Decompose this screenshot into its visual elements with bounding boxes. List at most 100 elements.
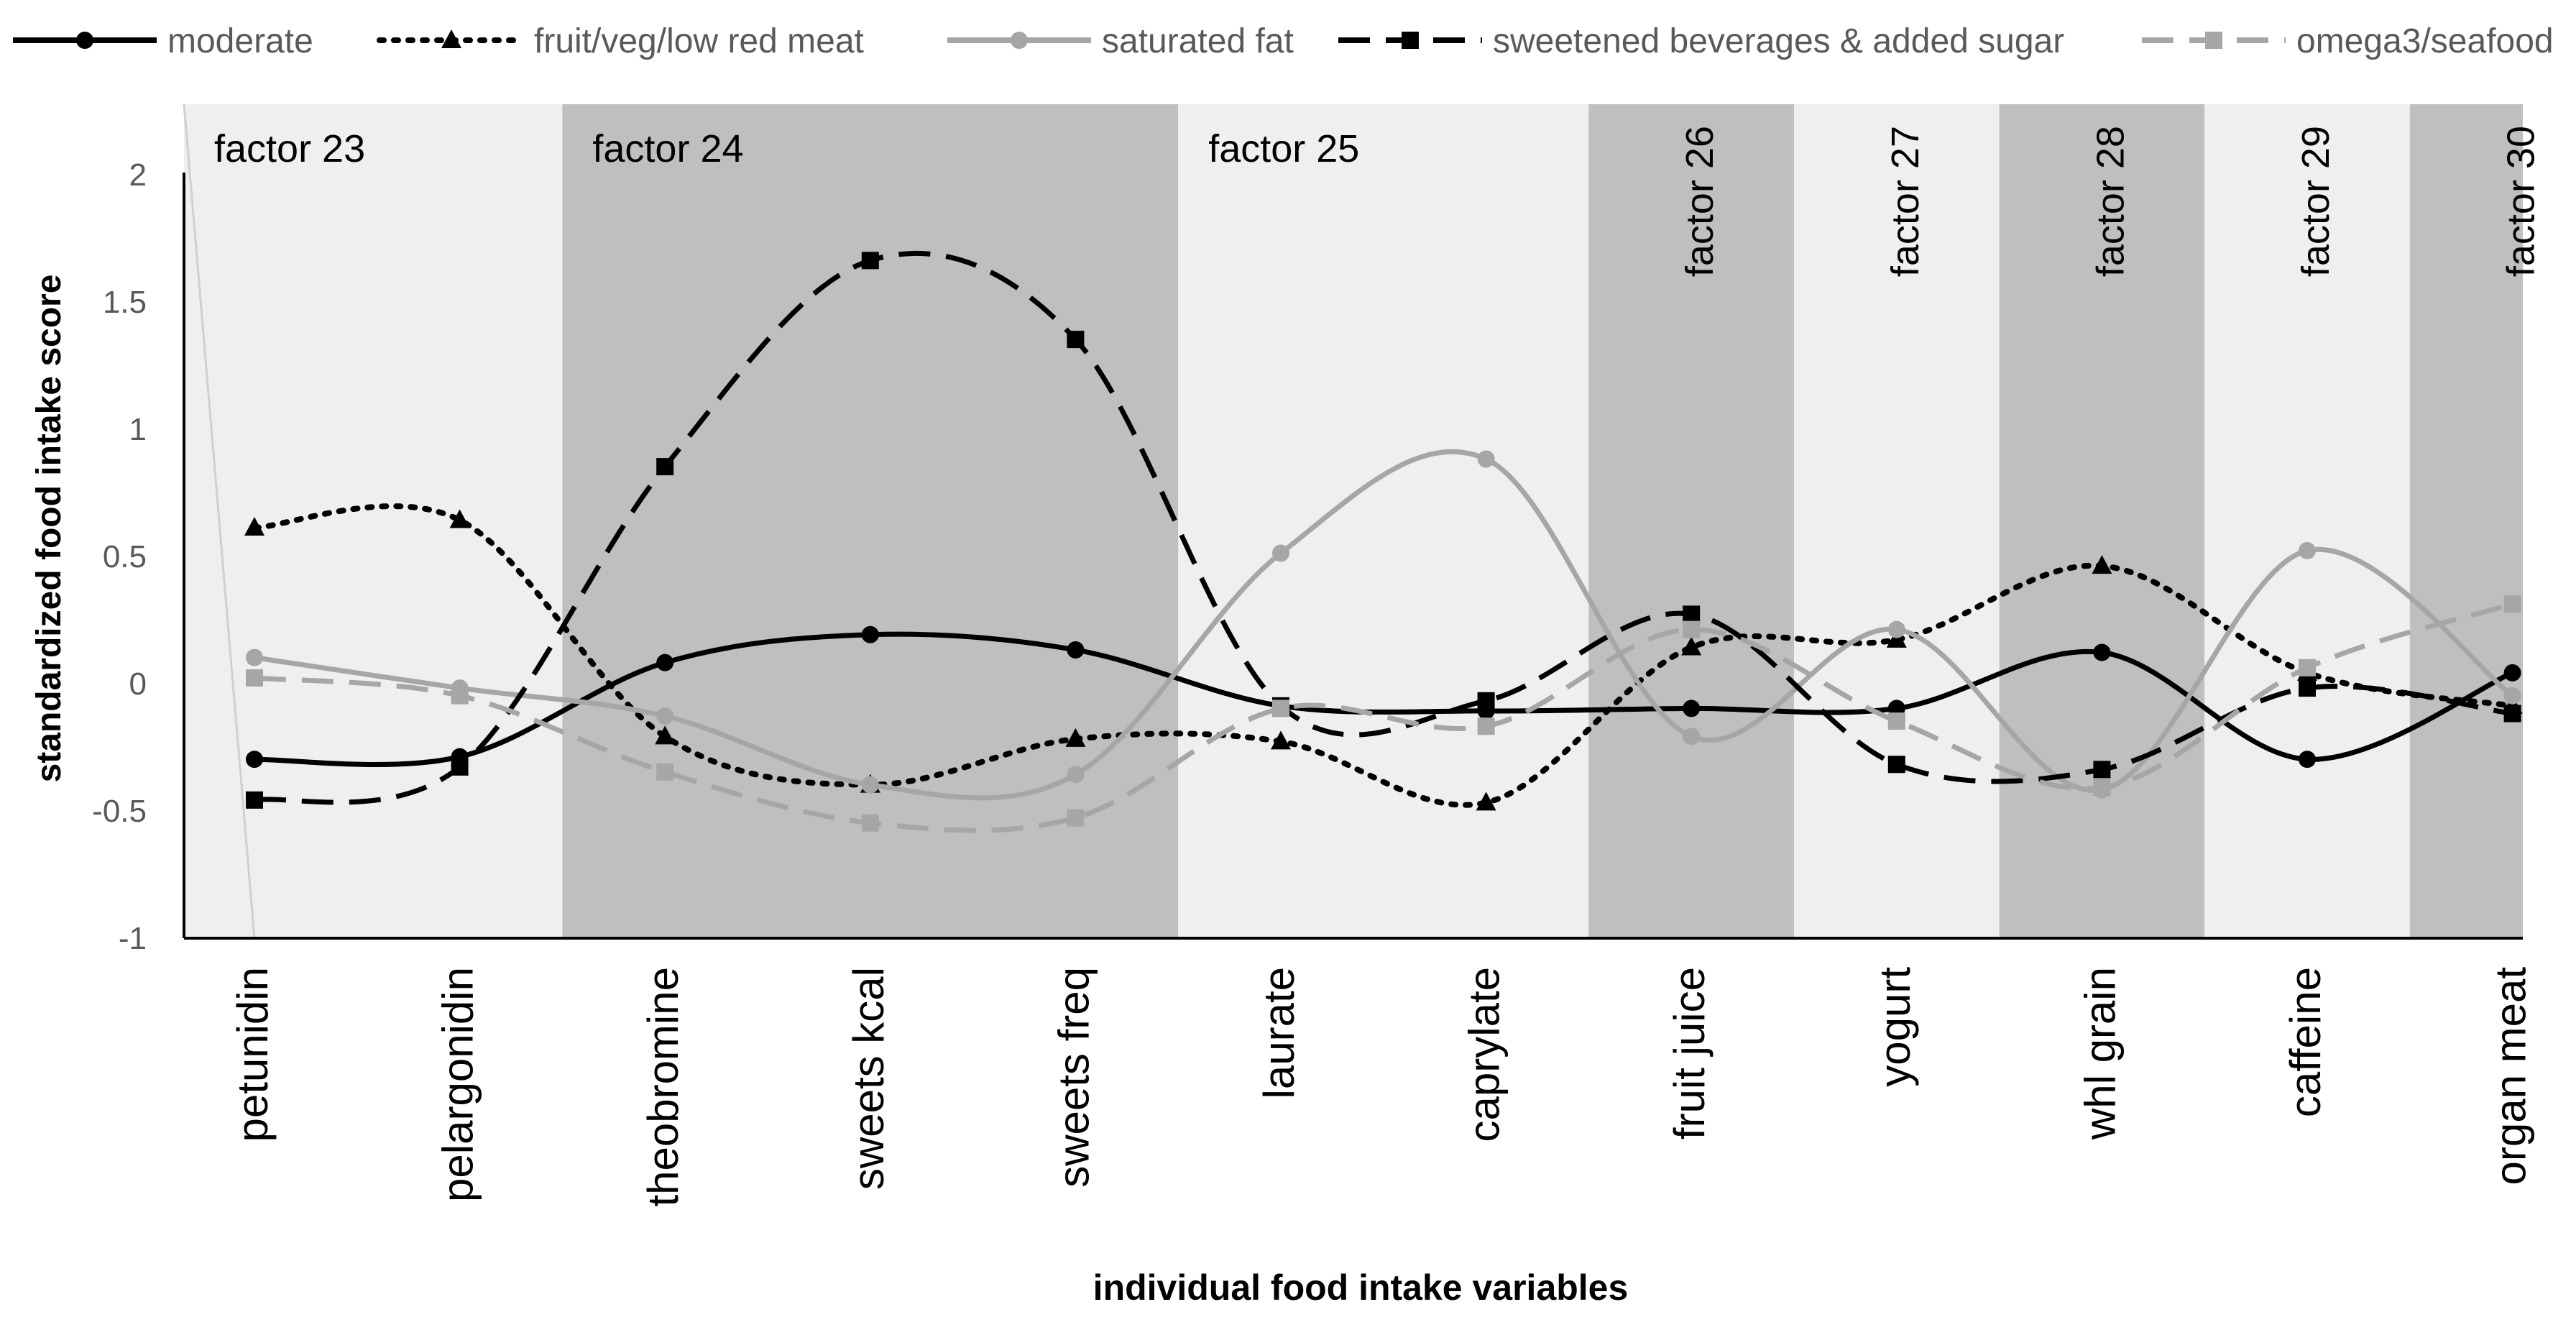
- factor-band-7: [2204, 104, 2410, 938]
- data-point: [655, 725, 676, 745]
- factor-label: factor 25: [1208, 127, 1359, 170]
- legend-label: omega3/seafood: [2296, 22, 2554, 60]
- data-point: [861, 814, 879, 832]
- data-point: [861, 776, 879, 794]
- legend-item: fruit/veg/low red meat: [377, 22, 864, 60]
- data-point: [246, 648, 263, 666]
- data-series: [244, 250, 2523, 833]
- series-5: [246, 595, 2521, 833]
- x-tick-label: caffeine: [2281, 967, 2329, 1117]
- series-line: [254, 601, 2513, 833]
- x-axis-title: individual food intake variables: [1093, 1267, 1629, 1308]
- data-point: [449, 509, 470, 528]
- legend-item: saturated fat: [947, 22, 1294, 60]
- data-point: [1886, 628, 1907, 648]
- y-tick-label: 0.5: [103, 539, 147, 574]
- y-tick-label: 0: [129, 666, 147, 702]
- data-point: [246, 669, 263, 687]
- data-point: [1683, 728, 1701, 746]
- data-point: [1683, 620, 1701, 638]
- data-point: [1272, 700, 1289, 717]
- legend-marker: [441, 29, 461, 48]
- legend-marker: [1011, 32, 1028, 49]
- factor-band-8: [2409, 104, 2523, 938]
- y-tick-label: 2: [129, 157, 147, 193]
- factor-label: factor 28: [2089, 126, 2132, 277]
- legend-label: fruit/veg/low red meat: [534, 22, 864, 60]
- data-point: [244, 517, 264, 536]
- legend-marker: [76, 32, 93, 49]
- x-tick-label: yogurt: [1871, 967, 1919, 1087]
- data-point: [1067, 766, 1085, 784]
- legend-item: sweetened beverages & added sugar: [1338, 22, 2064, 60]
- series-3: [246, 449, 2521, 801]
- y-tick-label: -1: [119, 921, 147, 956]
- data-point: [1067, 331, 1085, 349]
- data-point: [246, 791, 263, 809]
- data-point: [451, 687, 469, 705]
- factor-label: factor 24: [592, 127, 743, 170]
- factor-label: factor 29: [2294, 126, 2337, 277]
- data-point: [1272, 544, 1289, 562]
- legend-label: saturated fat: [1102, 22, 1294, 60]
- data-point: [2093, 779, 2111, 797]
- y-tick-label: 1.5: [103, 285, 147, 320]
- factor-band-2: [562, 104, 1179, 938]
- data-point: [2503, 664, 2521, 682]
- data-point: [1067, 809, 1085, 827]
- legend-label: sweetened beverages & added sugar: [1493, 22, 2064, 60]
- data-point: [1476, 792, 1496, 811]
- data-point: [2299, 541, 2316, 559]
- series-line: [252, 503, 2516, 808]
- y-tick-label: -0.5: [92, 794, 147, 829]
- data-point: [861, 252, 879, 270]
- legend-item: moderate: [13, 22, 313, 60]
- x-tick-label: pelargonidin: [434, 967, 482, 1202]
- data-point: [1887, 620, 1905, 638]
- factor-label: factor 30: [2500, 126, 2543, 277]
- legend-marker: [2205, 32, 2222, 49]
- data-point: [2503, 687, 2521, 705]
- data-point: [656, 458, 674, 476]
- data-point: [2092, 555, 2112, 574]
- x-tick-label: fruit juice: [1665, 967, 1714, 1139]
- data-point: [2299, 751, 2316, 769]
- data-point: [1477, 450, 1495, 468]
- y-axis-title: standardized food intake score: [30, 275, 68, 783]
- data-point: [2093, 643, 2111, 661]
- data-point: [1681, 636, 1702, 656]
- data-point: [656, 707, 674, 725]
- factor-band-1: [184, 104, 563, 938]
- data-point: [1683, 700, 1701, 717]
- x-tick-label: caprylate: [1460, 967, 1509, 1142]
- factor-label: factor 26: [1678, 126, 1721, 277]
- factor-bands: factor 23 factor 24 factor 25 factor 26 fact…: [183, 104, 2543, 939]
- factor-band-3: [1178, 104, 1589, 938]
- data-point: [2503, 595, 2521, 613]
- factor-band-4: [1588, 104, 1794, 938]
- data-point: [1065, 728, 1086, 747]
- x-tick-label: sweets freq: [1049, 967, 1098, 1188]
- data-point: [451, 758, 469, 776]
- data-point: [656, 653, 674, 671]
- data-point: [1477, 692, 1495, 710]
- factor-band-5: [1794, 104, 2000, 938]
- data-point: [2093, 761, 2111, 779]
- data-point: [2299, 679, 2316, 697]
- x-tick-label: theobromine: [639, 967, 687, 1207]
- series-line: [254, 631, 2513, 767]
- x-tick-label: sweets kcal: [845, 967, 893, 1190]
- x-tick-label: organ meat: [2487, 967, 2535, 1185]
- legend: moderate fruit/veg/low red meat saturated …: [13, 22, 2554, 60]
- x-tick-label: laurate: [1255, 967, 1303, 1099]
- chart-axes: -1 -0.5 0 0.5 1 1.5 2 petunidin pelargonidin theo…: [92, 157, 2534, 1207]
- x-tick-label: petunidin: [229, 967, 277, 1142]
- factor-band-6: [1999, 104, 2205, 938]
- data-point: [1477, 717, 1495, 735]
- data-point: [246, 751, 263, 769]
- data-point: [1067, 641, 1085, 659]
- data-point: [2503, 705, 2521, 723]
- data-point: [656, 763, 674, 781]
- data-point: [1683, 605, 1701, 623]
